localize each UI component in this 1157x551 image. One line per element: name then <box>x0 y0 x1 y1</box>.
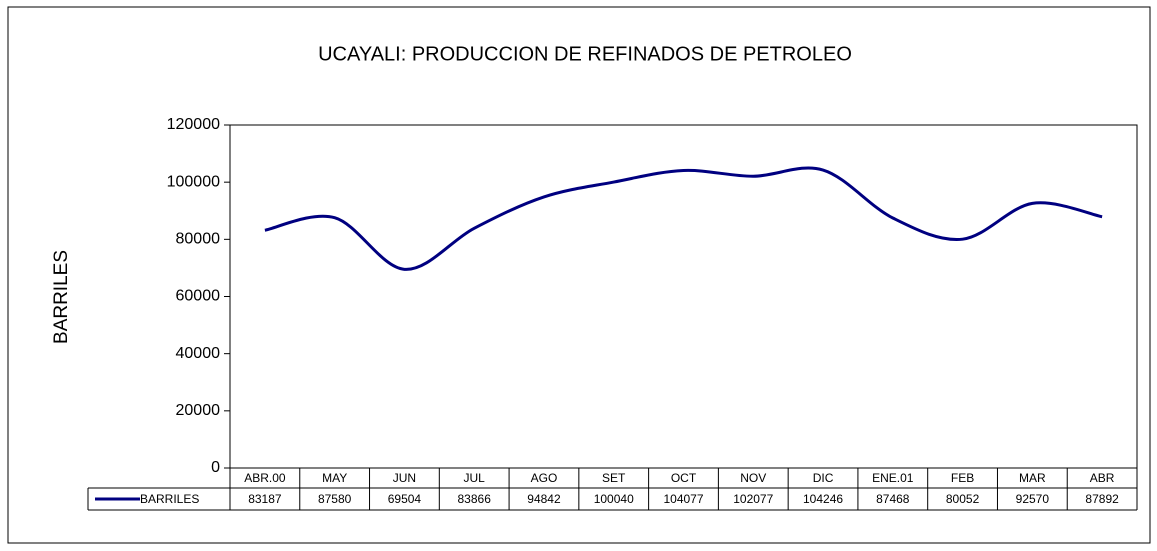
chart-title: UCAYALI: PRODUCCION DE REFINADOS DE PETR… <box>318 43 852 65</box>
table-value: 83866 <box>458 492 492 506</box>
x-tick-label: MAR <box>1019 471 1046 485</box>
chart-border <box>7 6 1151 544</box>
table-value: 102077 <box>733 492 773 506</box>
table-value: 92570 <box>1016 492 1050 506</box>
y-axis-label: BARRILES <box>51 250 72 344</box>
table-value: 104246 <box>803 492 843 506</box>
table-value: 83187 <box>248 492 282 506</box>
data-line <box>264 166 1103 271</box>
y-tick-label: 80000 <box>176 231 221 248</box>
x-tick-label: JUL <box>464 471 486 485</box>
table-value: 80052 <box>946 492 980 506</box>
legend-label: BARRILES <box>140 492 199 506</box>
y-tick-label: 100000 <box>167 173 220 190</box>
x-tick-label: DIC <box>813 471 834 485</box>
table-value: 100040 <box>594 492 634 506</box>
x-tick-label: SET <box>602 471 626 485</box>
x-tick-label: OCT <box>671 471 697 485</box>
y-tick-label: 60000 <box>176 288 221 305</box>
table-value: 87468 <box>876 492 910 506</box>
y-tick-label: 120000 <box>167 116 220 133</box>
x-tick-label: ENE.01 <box>872 471 914 485</box>
x-tick-label: ABR.00 <box>244 471 286 485</box>
y-tick-label: 20000 <box>176 402 221 419</box>
table-value: 87892 <box>1085 492 1119 506</box>
y-tick-label: 40000 <box>176 345 221 362</box>
table-value: 104077 <box>663 492 703 506</box>
x-tick-label: ABR <box>1090 471 1115 485</box>
table-value: 94842 <box>527 492 561 506</box>
x-tick-label: JUN <box>393 471 416 485</box>
table-value: 69504 <box>388 492 422 506</box>
table-value: 87580 <box>318 492 352 506</box>
y-tick-label: 0 <box>211 459 220 476</box>
x-tick-label: FEB <box>951 471 974 485</box>
x-tick-label: AGO <box>531 471 558 485</box>
x-tick-label: NOV <box>740 471 766 485</box>
x-tick-label: MAY <box>322 471 347 485</box>
